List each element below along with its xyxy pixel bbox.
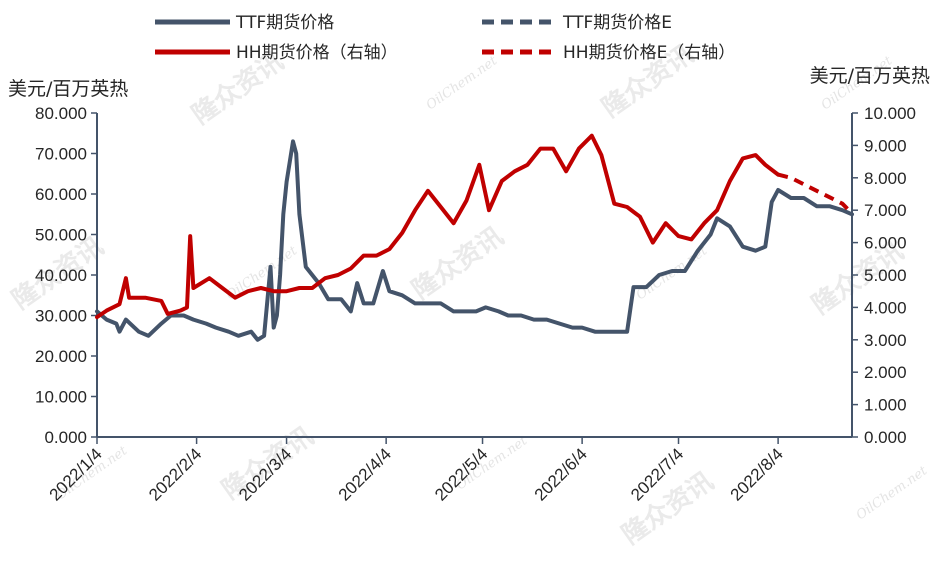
right-tick-label: 0.000 <box>864 428 907 447</box>
left-tick-label: 10.000 <box>35 388 87 407</box>
series-line-3 <box>777 172 854 215</box>
right-tick-label: 10.000 <box>864 104 916 123</box>
legend-label-hh-e: HH期货价格E（右轴） <box>563 43 735 63</box>
x-tick-label: 2022/8/4 <box>727 444 787 504</box>
left-tick-label: 60.000 <box>35 185 87 204</box>
watermark-en: OilChem.net <box>854 463 931 523</box>
watermark-en: OilChem.net <box>424 53 501 113</box>
right-tick-label: 6.000 <box>864 234 907 253</box>
right-tick-label: 2.000 <box>864 363 907 382</box>
right-axis-ticks: 0.000 1.000 2.000 3.000 4.000 5.000 6.000 7.000… <box>852 104 916 447</box>
right-axis-unit: 美元/百万英热 <box>810 65 930 87</box>
watermark-cn: 隆众资讯 <box>407 221 509 305</box>
left-tick-label: 80.000 <box>35 104 87 123</box>
legend-label-hh: HH期货价格（右轴） <box>236 43 398 63</box>
left-tick-label: 20.000 <box>35 347 87 366</box>
x-tick-label: 2022/2/4 <box>145 444 205 504</box>
left-tick-label: 70.000 <box>35 145 87 164</box>
right-tick-label: 1.000 <box>864 396 907 415</box>
legend: TTF期货价格 TTF期货价格E HH期货价格（右轴） HH期货价格E（右轴） <box>155 13 735 63</box>
x-tick-label: 2022/4/4 <box>335 444 395 504</box>
left-tick-label: 50.000 <box>35 226 87 245</box>
right-tick-label: 5.000 <box>864 266 907 285</box>
series-line-2 <box>95 133 781 320</box>
series-line-0 <box>95 139 854 342</box>
left-tick-label: 40.000 <box>35 266 87 285</box>
watermark-en: OilChem.net <box>224 243 301 303</box>
x-tick-label: 2022/6/4 <box>531 444 591 504</box>
left-tick-label: 0.000 <box>44 428 87 447</box>
right-tick-label: 3.000 <box>864 331 907 350</box>
right-tick-label: 9.000 <box>864 136 907 155</box>
right-tick-label: 8.000 <box>864 169 907 188</box>
right-tick-label: 4.000 <box>864 298 907 317</box>
watermark-cn: 隆众资讯 <box>617 466 719 550</box>
legend-label-ttf: TTF期货价格 <box>235 13 334 33</box>
left-axis-unit: 美元/百万英热 <box>8 78 128 100</box>
legend-label-ttf-e: TTF期货价格E <box>562 13 672 33</box>
series-layer <box>95 133 854 342</box>
left-tick-label: 30.000 <box>35 307 87 326</box>
left-axis-ticks: 0.000 10.000 20.000 30.000 40.000 50.000 60.00… <box>35 104 97 447</box>
right-tick-label: 7.000 <box>864 201 907 220</box>
